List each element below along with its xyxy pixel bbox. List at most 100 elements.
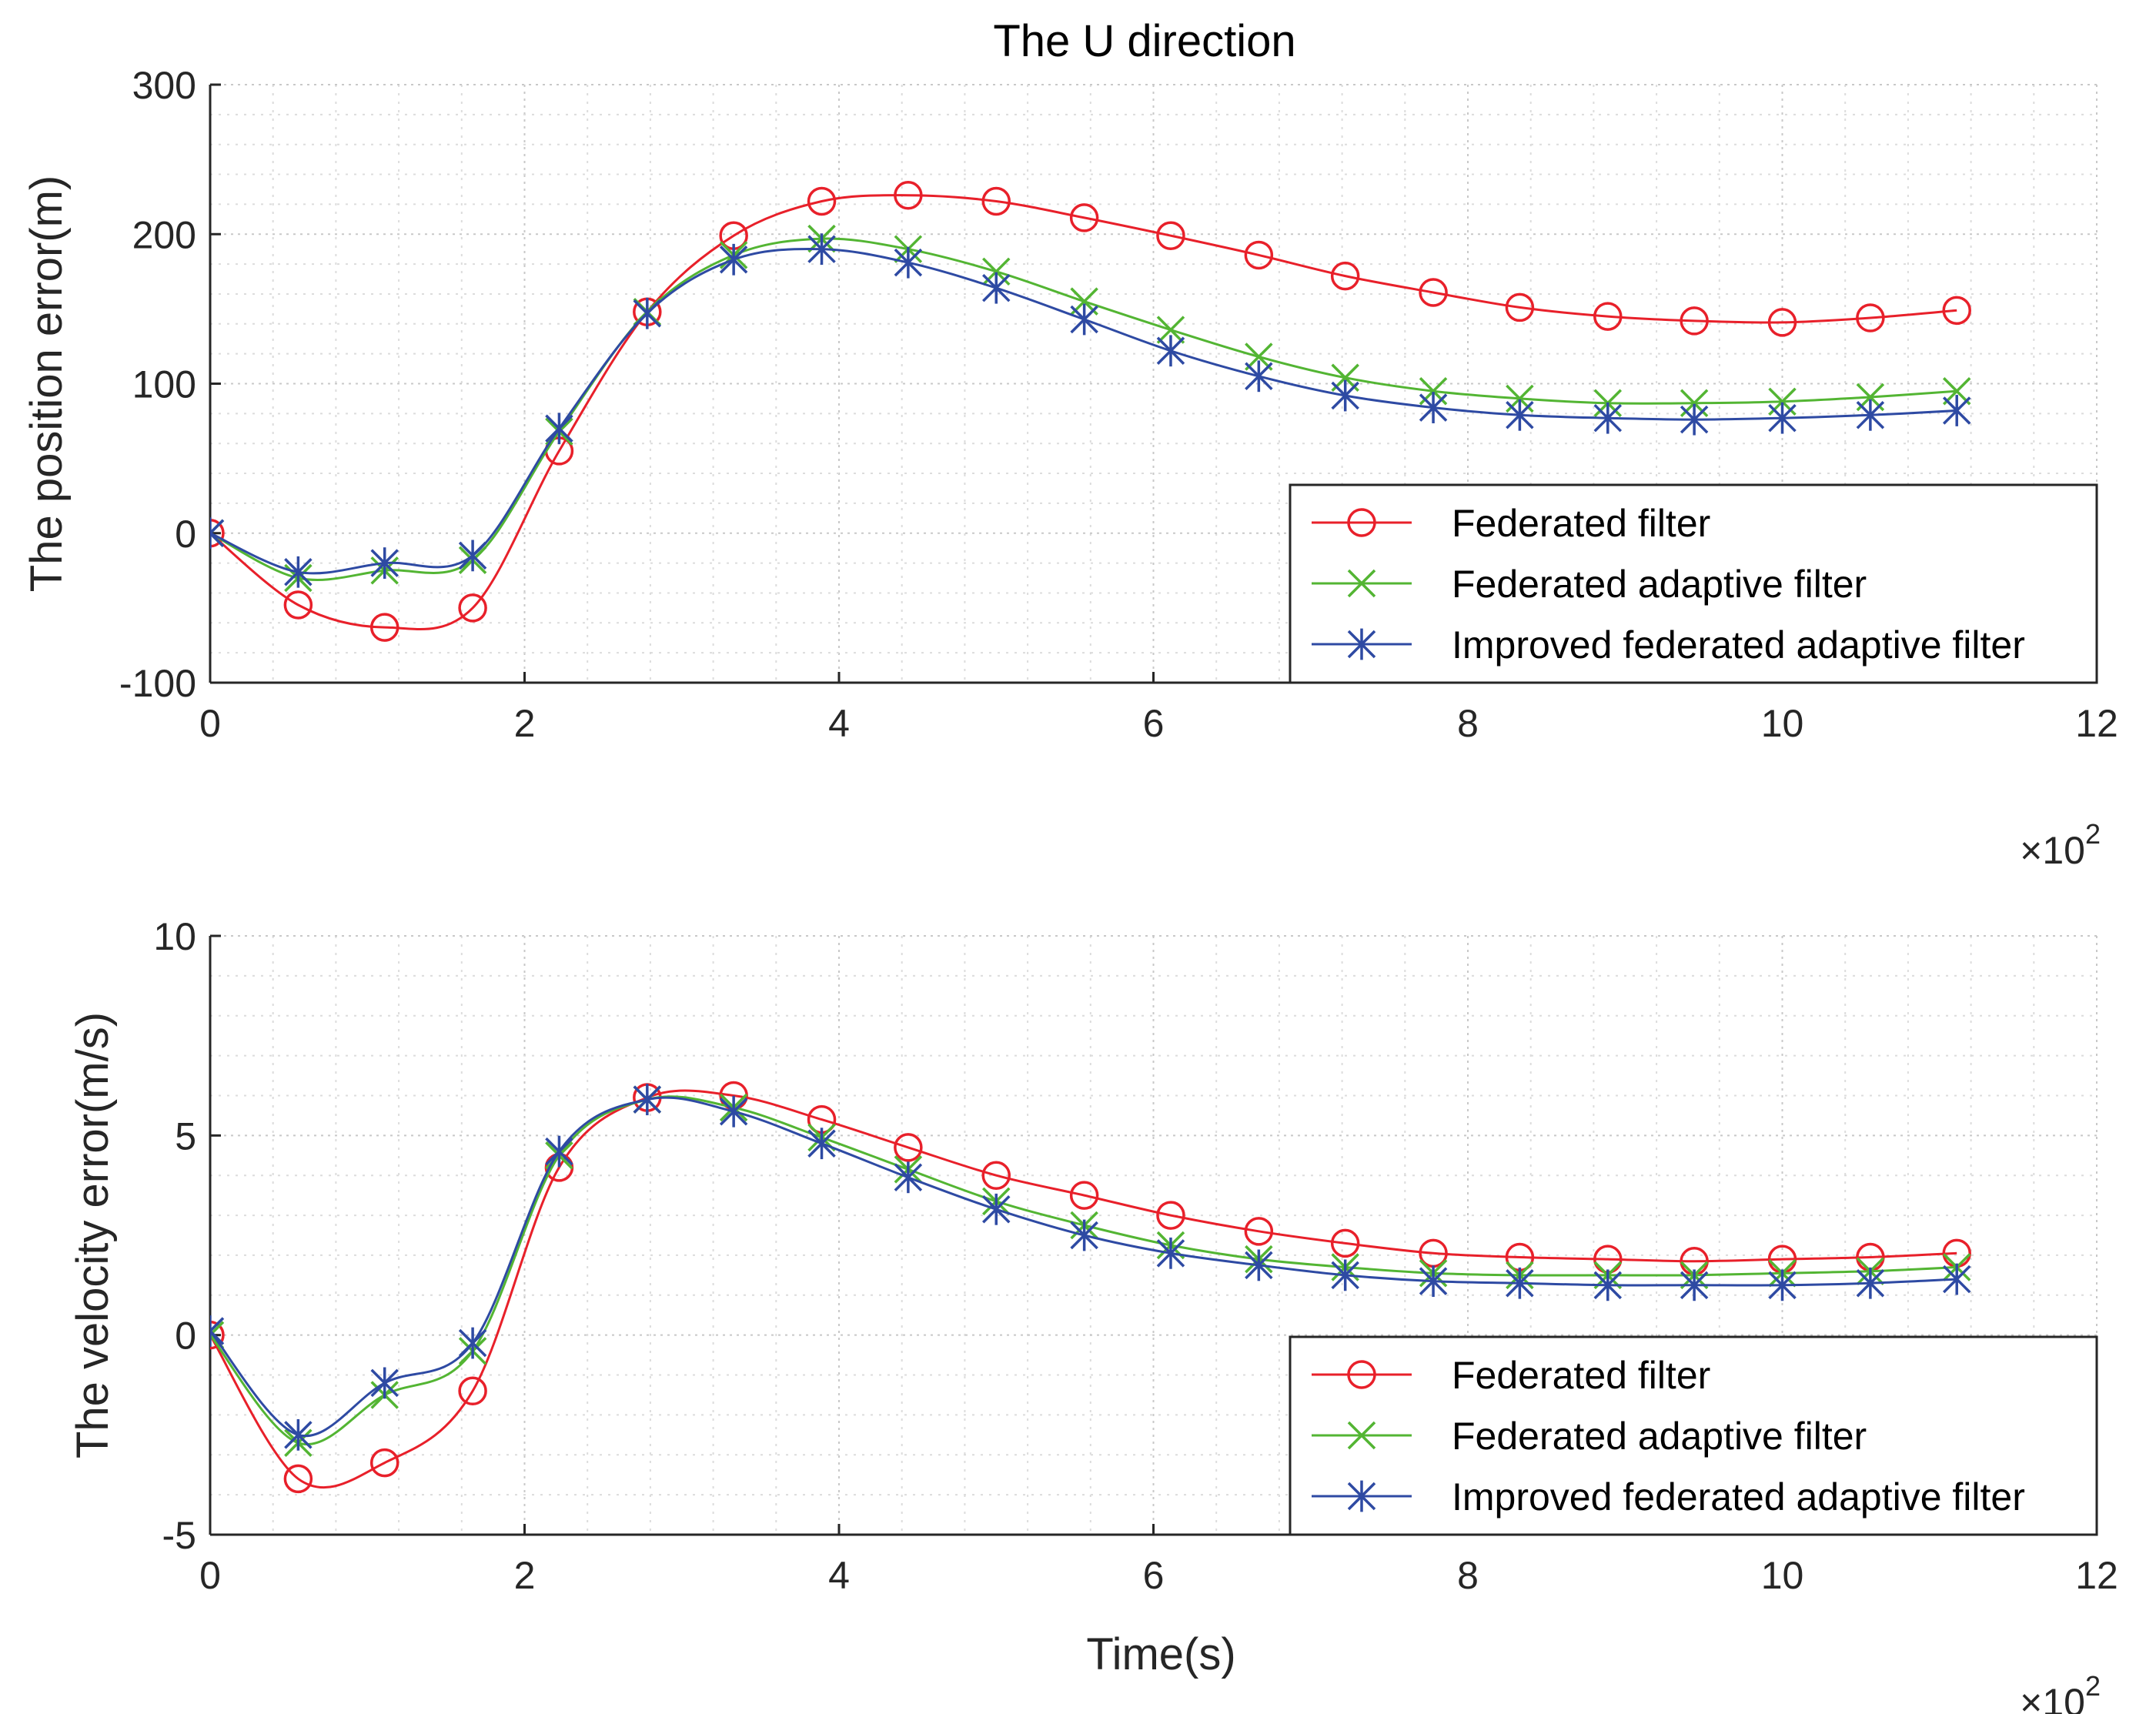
data-point bbox=[982, 1193, 1011, 1225]
chart-title: The U direction bbox=[993, 16, 1295, 66]
marker-stroke bbox=[1245, 342, 1273, 371]
data-point bbox=[1244, 1217, 1274, 1246]
data-point bbox=[894, 1133, 923, 1162]
data-point bbox=[545, 413, 573, 445]
data-point bbox=[210, 1320, 225, 1350]
data-point bbox=[894, 180, 923, 210]
marker-stroke bbox=[210, 519, 225, 536]
series-improved bbox=[210, 233, 1971, 588]
data-point bbox=[1768, 402, 1797, 434]
data-point bbox=[370, 1367, 399, 1399]
x-axis-label: Time(s) bbox=[1086, 1629, 1235, 1679]
data-point bbox=[1331, 379, 1359, 412]
y-tick-label: 0 bbox=[175, 1315, 196, 1358]
x-tick-label: 8 bbox=[1457, 702, 1479, 745]
x-multiplier-exponent: 2 bbox=[2085, 1670, 2101, 1702]
legend-label: Federated adaptive filter bbox=[1452, 563, 1867, 606]
data-point bbox=[1593, 1269, 1623, 1301]
legend-marker bbox=[1347, 1421, 1376, 1450]
legend-box bbox=[1289, 1335, 2098, 1536]
data-point bbox=[1156, 1237, 1185, 1269]
x-tick-label: 0 bbox=[199, 1554, 221, 1597]
series-line bbox=[210, 237, 1957, 581]
legend: Federated filter Federated adaptive filte… bbox=[1289, 483, 2098, 684]
data-point bbox=[1506, 399, 1534, 431]
x-multiplier-base: ×10 bbox=[2020, 1681, 2085, 1714]
data-point bbox=[1942, 1263, 1971, 1295]
x-tick-label: 6 bbox=[1143, 702, 1165, 745]
data-point bbox=[894, 246, 923, 279]
legend-marker bbox=[1347, 508, 1376, 537]
data-point bbox=[1856, 399, 1885, 431]
data-point bbox=[283, 590, 313, 620]
series-improved bbox=[210, 1084, 1971, 1451]
data-point bbox=[719, 1095, 748, 1128]
legend-box bbox=[1289, 483, 2098, 684]
data-point bbox=[458, 593, 487, 623]
data-point bbox=[981, 186, 1011, 216]
plot-area bbox=[210, 180, 1971, 642]
data-point bbox=[1330, 261, 1360, 291]
x-tick-label: 12 bbox=[2075, 702, 2118, 745]
data-point bbox=[719, 243, 748, 276]
x-tick-label: 4 bbox=[828, 1554, 850, 1597]
data-point bbox=[283, 1464, 313, 1494]
data-point bbox=[1768, 1269, 1797, 1301]
data-point bbox=[1506, 1267, 1534, 1299]
data-point bbox=[1156, 335, 1185, 367]
legend-label: Federated adaptive filter bbox=[1452, 1415, 1867, 1458]
legend-item-adaptive: Federated adaptive filter bbox=[1312, 1415, 1867, 1458]
data-point bbox=[807, 1128, 836, 1160]
x-tick-label: 2 bbox=[514, 702, 536, 745]
y-tick-label: -5 bbox=[162, 1514, 196, 1557]
x-tick-label: 2 bbox=[514, 1554, 536, 1597]
data-point bbox=[1680, 306, 1709, 336]
x-tick-label: 0 bbox=[199, 702, 221, 745]
series-federated bbox=[210, 1081, 1971, 1494]
marker-stroke bbox=[1347, 569, 1376, 598]
series-line bbox=[210, 194, 1957, 631]
data-point bbox=[1942, 296, 1971, 326]
x-multiplier-base: ×10 bbox=[2020, 829, 2085, 872]
data-point bbox=[633, 1084, 662, 1116]
data-point bbox=[1419, 1265, 1448, 1298]
data-point bbox=[1069, 203, 1099, 232]
y-tick-label: 0 bbox=[175, 513, 196, 556]
legend-marker bbox=[1347, 628, 1376, 660]
legend-label: Federated filter bbox=[1452, 1354, 1710, 1397]
x-tick-label: 6 bbox=[1143, 1554, 1165, 1597]
data-point bbox=[1942, 395, 1971, 426]
marker-stroke bbox=[210, 1329, 225, 1345]
data-point bbox=[458, 1327, 487, 1359]
legend-item-improved: Improved federated adaptive filter bbox=[1312, 1475, 2025, 1519]
legend-item-federated: Federated filter bbox=[1312, 1354, 1710, 1397]
marker-stroke bbox=[210, 1321, 225, 1338]
data-point bbox=[1244, 240, 1274, 270]
data-point bbox=[1593, 302, 1623, 331]
data-point bbox=[633, 297, 662, 329]
y-axis-label: The velocity error(m/s) bbox=[68, 1012, 118, 1458]
data-point bbox=[1245, 1249, 1273, 1281]
x-tick-label: 10 bbox=[1761, 1554, 1804, 1597]
data-point bbox=[1680, 1269, 1709, 1301]
data-point bbox=[210, 517, 225, 550]
x-multiplier: ×102 bbox=[2020, 818, 2101, 872]
data-point bbox=[807, 233, 836, 266]
legend-item-federated: Federated filter bbox=[1312, 502, 1710, 545]
legend-marker bbox=[1347, 1360, 1376, 1389]
y-tick-label: 200 bbox=[132, 213, 196, 256]
data-point bbox=[1331, 1259, 1359, 1291]
y-tick-label: 5 bbox=[175, 1114, 196, 1158]
data-point bbox=[1330, 1228, 1360, 1258]
legend-item-adaptive: Federated adaptive filter bbox=[1312, 563, 1867, 606]
data-point bbox=[284, 556, 313, 588]
data-point bbox=[370, 547, 399, 579]
legend-label: Improved federated adaptive filter bbox=[1452, 623, 2025, 667]
data-point bbox=[982, 272, 1011, 304]
marker-stroke bbox=[1156, 316, 1185, 344]
data-point bbox=[1245, 360, 1273, 393]
data-point bbox=[1156, 316, 1185, 344]
x-tick-label: 12 bbox=[2075, 1554, 2118, 1597]
data-point bbox=[1856, 1267, 1885, 1299]
